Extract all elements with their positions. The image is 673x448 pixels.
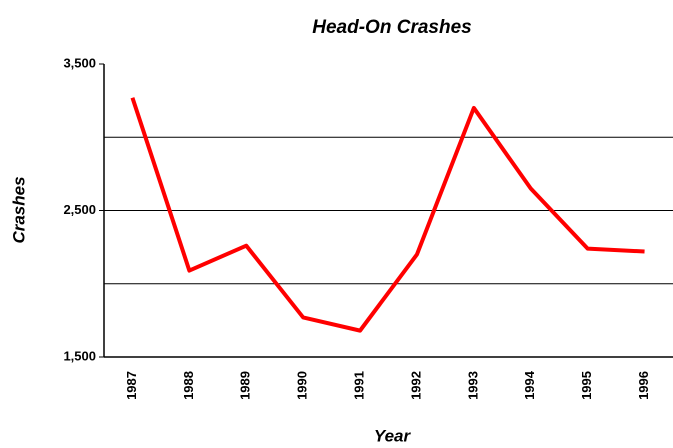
x-tick-label: 1992: [408, 371, 423, 400]
x-axis-title: Year: [374, 426, 412, 445]
x-tick-label: 1993: [465, 371, 480, 400]
x-tick-label: 1996: [636, 371, 651, 400]
x-tick-label: 1988: [181, 371, 196, 400]
x-tick-label: 1989: [238, 371, 253, 400]
line-series: [130, 97, 645, 333]
x-tick-label: 1987: [124, 371, 139, 400]
x-tick-label: 1995: [579, 371, 594, 400]
x-tick-label: 1990: [295, 371, 310, 400]
y-tick-label: 2,500: [63, 202, 96, 217]
y-axis-title: Crashes: [9, 176, 28, 243]
chart-title: Head-On Crashes: [312, 17, 471, 38]
y-tick-label: 3,500: [63, 55, 96, 70]
y-tick-label: 1,500: [63, 348, 96, 363]
x-tick-label: 1991: [351, 371, 366, 400]
x-tick-label: 1994: [522, 370, 537, 400]
